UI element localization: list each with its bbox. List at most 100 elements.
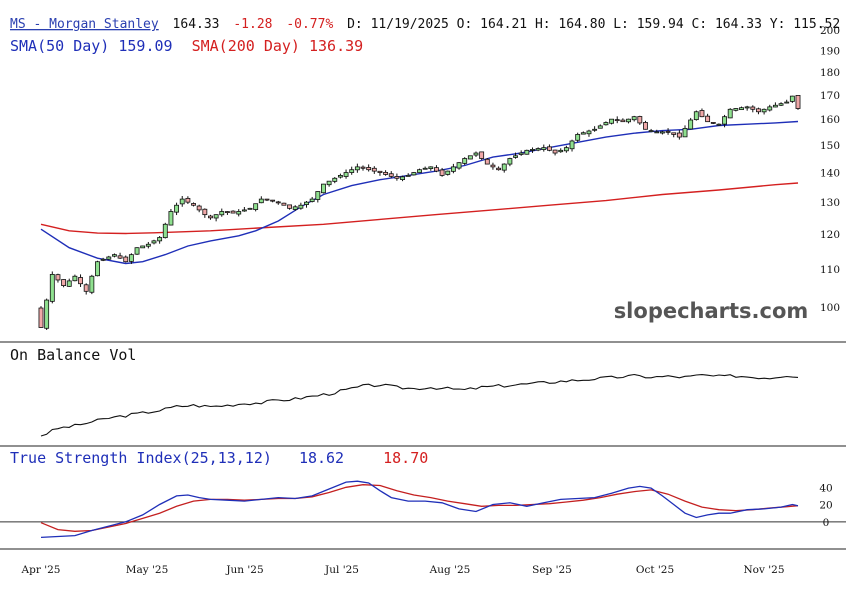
candle-body xyxy=(168,211,174,226)
candle-body xyxy=(83,284,89,292)
candle-body xyxy=(44,299,50,329)
x-tick-label: Aug '25 xyxy=(429,564,471,576)
candle-body xyxy=(767,106,773,111)
candle-body xyxy=(626,118,631,123)
sma200-layer xyxy=(40,182,799,235)
candle-body xyxy=(208,215,213,219)
candle-body xyxy=(676,132,682,138)
candle-body xyxy=(383,171,389,175)
candle-body xyxy=(55,274,61,281)
candle-body xyxy=(575,134,581,141)
sma50-label: SMA(50 Day) 159.09 xyxy=(10,37,173,55)
candle-body xyxy=(761,108,767,113)
candle-body xyxy=(66,280,72,287)
tsi-signal-value: 18.70 xyxy=(383,449,428,467)
candle-body xyxy=(609,118,615,124)
candle-body xyxy=(665,130,671,133)
candle-body xyxy=(507,158,513,165)
candle-body xyxy=(524,149,530,155)
candle-body xyxy=(750,106,756,110)
candle-body xyxy=(394,176,400,179)
candle-body xyxy=(264,198,270,201)
candle-body xyxy=(479,151,485,159)
price-tick-label: 180 xyxy=(820,67,840,79)
candle-body xyxy=(552,149,558,154)
candle-body xyxy=(789,95,795,102)
candle-body xyxy=(298,204,304,209)
x-tick-label: Jul '25 xyxy=(324,564,359,576)
candle-body xyxy=(456,162,462,169)
candle-body xyxy=(123,256,129,263)
candle-body xyxy=(151,240,157,244)
candle-body xyxy=(292,206,298,210)
candle-body xyxy=(671,132,677,135)
price-tick-label: 100 xyxy=(820,302,840,314)
x-tick-label: May '25 xyxy=(126,564,169,576)
candle-body xyxy=(258,198,264,204)
candle-body xyxy=(603,122,609,126)
tsi-tick-label: 0 xyxy=(823,517,830,529)
candle-body xyxy=(569,140,575,150)
candle-body xyxy=(95,261,100,277)
candle-body xyxy=(106,256,112,260)
candle-body xyxy=(727,108,733,119)
candle-body xyxy=(140,245,146,249)
candle-body xyxy=(772,104,778,108)
x-tick-label: Apr '25 xyxy=(21,564,61,576)
candle-body xyxy=(716,123,722,126)
candle-body xyxy=(450,166,456,172)
price-tick-label: 160 xyxy=(820,114,840,126)
candle-body xyxy=(112,254,117,257)
candle-body xyxy=(157,237,163,242)
candle-body xyxy=(304,201,309,205)
candle-body xyxy=(366,167,372,171)
last-price: 164.33 xyxy=(173,17,220,32)
candle-body xyxy=(174,204,180,213)
candle-body xyxy=(530,149,535,151)
candle-body xyxy=(428,166,434,169)
candle-body xyxy=(580,132,586,135)
candle-body xyxy=(89,275,95,293)
candle-body xyxy=(354,166,360,171)
candle-body xyxy=(371,167,377,172)
price-tick-label: 190 xyxy=(820,45,840,57)
ohlc-info: D: 11/19/2025 O: 164.21 H: 164.80 L: 159… xyxy=(347,17,840,32)
tsi-value: 18.62 xyxy=(299,449,344,467)
candle-body xyxy=(360,166,366,169)
candle-body xyxy=(349,169,355,173)
price-tick-label: 110 xyxy=(820,264,840,276)
candle-body xyxy=(733,108,739,111)
price-axis: 200 190 180 170 160 150 140 130 120 110 100 xyxy=(820,25,840,314)
candle-body xyxy=(224,211,230,213)
candle-body xyxy=(230,210,236,214)
candle-body xyxy=(693,111,699,121)
price-tick-label: 170 xyxy=(820,90,840,102)
symbol-link[interactable]: MS - Morgan Stanley xyxy=(10,17,159,32)
candle-body xyxy=(241,209,247,212)
candle-body xyxy=(592,128,598,131)
obv-layer xyxy=(40,373,799,437)
candle-body xyxy=(439,169,445,176)
candle-body xyxy=(795,95,801,109)
header-line: MS - Morgan Stanley 164.33 -1.28 -0.77% … xyxy=(10,17,840,32)
candle-body xyxy=(710,122,716,124)
candle-body xyxy=(546,146,552,151)
candle-body xyxy=(637,116,643,124)
tsi-title: True Strength Index(25,13,12) xyxy=(10,449,272,467)
candle-body xyxy=(332,177,338,182)
candle-body xyxy=(377,170,383,173)
candle-body xyxy=(620,119,626,123)
candle-body xyxy=(597,125,603,129)
candle-body xyxy=(202,208,208,216)
candle-body xyxy=(134,247,140,255)
candle-body xyxy=(682,128,688,138)
candle-body xyxy=(49,273,55,302)
panel-dividers xyxy=(0,341,846,550)
candle-body xyxy=(411,172,417,176)
candle-body xyxy=(78,277,83,285)
candle-body xyxy=(236,211,242,215)
candle-body xyxy=(541,147,547,150)
watermark: slopecharts.com xyxy=(614,299,809,323)
x-tick-label: Oct '25 xyxy=(636,564,674,576)
candle-body xyxy=(185,197,191,203)
